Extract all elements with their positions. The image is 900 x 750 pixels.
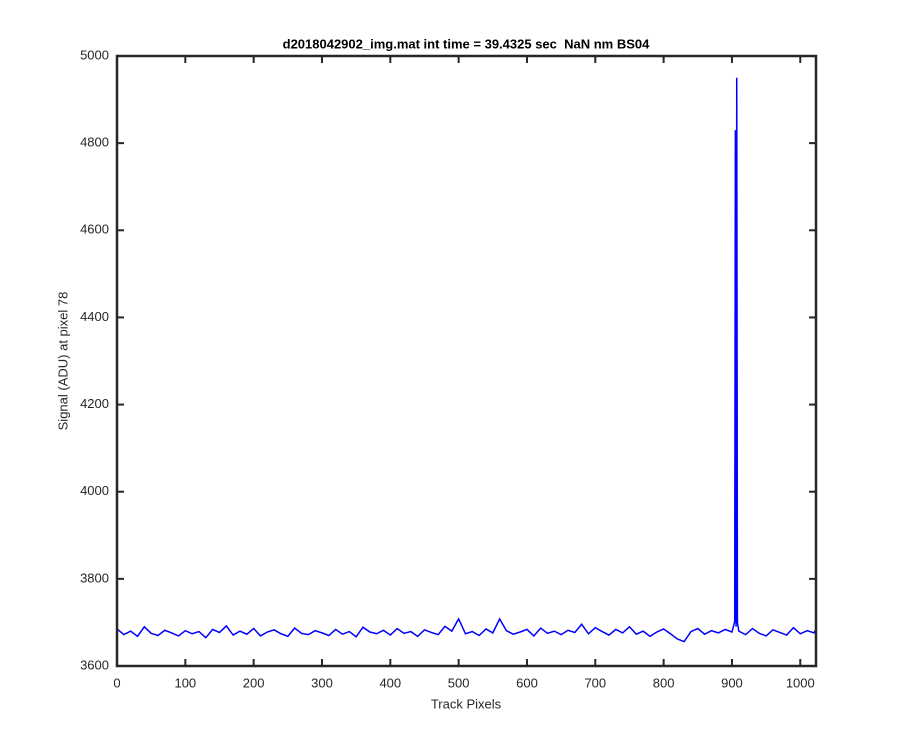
y-tick-label: 4400: [80, 309, 109, 324]
x-tick-label: 0: [113, 675, 120, 690]
y-tick-label: 3800: [80, 570, 109, 585]
y-tick-label: 5000: [80, 47, 109, 62]
x-tick-label: 700: [584, 675, 606, 690]
x-tick-label: 600: [516, 675, 538, 690]
x-tick-label: 200: [243, 675, 265, 690]
x-tick-label: 300: [311, 675, 333, 690]
x-tick-label: 500: [448, 675, 470, 690]
y-tick-label: 4200: [80, 396, 109, 411]
x-tick-label: 900: [721, 675, 743, 690]
x-tick-label: 400: [379, 675, 401, 690]
y-tick-label: 4800: [80, 135, 109, 150]
x-axis-label: Track Pixels: [431, 696, 502, 711]
y-tick-label: 3600: [80, 657, 109, 672]
chart-title: d2018042902_img.mat int time = 39.4325 s…: [283, 36, 650, 51]
data-line: [116, 77, 817, 643]
y-tick-label: 4600: [80, 222, 109, 237]
x-tick-label: 100: [174, 675, 196, 690]
axes-box: [115, 54, 818, 668]
x-tick-label: 1000: [786, 675, 815, 690]
y-tick-label: 4000: [80, 483, 109, 498]
x-tick-label: 800: [653, 675, 675, 690]
y-axis-label: Signal (ADU) at pixel 78: [55, 292, 70, 431]
